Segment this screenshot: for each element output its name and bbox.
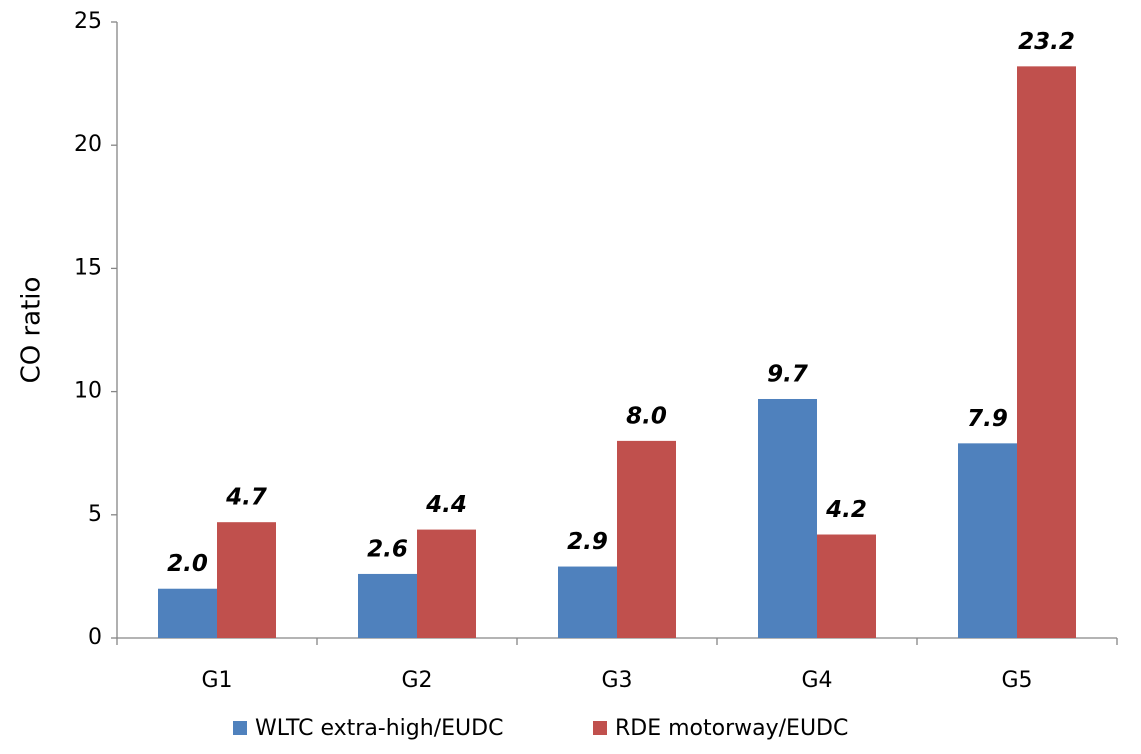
y-axis-label: CO ratio [17, 277, 47, 384]
legend-swatch [593, 721, 607, 735]
x-tick-label: G1 [201, 668, 232, 693]
x-tick-label: G3 [601, 668, 632, 693]
x-tick-label: G4 [801, 668, 832, 693]
bar [358, 573, 417, 638]
value-label: 23.2 [1018, 29, 1075, 55]
bar [758, 398, 817, 638]
value-label: 2.0 [167, 551, 208, 577]
value-label: 4.7 [225, 485, 267, 511]
value-label: 2.6 [367, 536, 408, 562]
y-tick-label: 0 [88, 625, 102, 650]
bar [817, 534, 876, 638]
bar [558, 566, 617, 638]
legend-label: RDE motorway/EUDC [615, 716, 848, 741]
value-label: 8.0 [626, 403, 667, 429]
y-tick-label: 10 [74, 379, 102, 404]
y-tick-label: 25 [74, 9, 102, 34]
x-tick-label: G2 [401, 668, 432, 693]
value-label: 9.7 [767, 361, 808, 387]
y-tick-label: 15 [74, 255, 102, 280]
legend-swatch [233, 721, 247, 735]
bar [1017, 66, 1076, 639]
value-label: 4.4 [425, 492, 467, 518]
bar [958, 443, 1017, 638]
legend-label: WLTC extra-high/EUDC [255, 716, 503, 741]
value-label: 4.2 [825, 497, 867, 523]
bar [217, 522, 276, 638]
value-label: 7.9 [967, 406, 1008, 432]
bar [417, 529, 476, 638]
y-tick-label: 20 [74, 132, 102, 157]
bar [158, 588, 217, 638]
y-tick-label: 5 [88, 502, 102, 527]
bar [617, 440, 676, 638]
x-tick-label: G5 [1001, 668, 1032, 693]
value-label: 2.9 [567, 529, 608, 555]
